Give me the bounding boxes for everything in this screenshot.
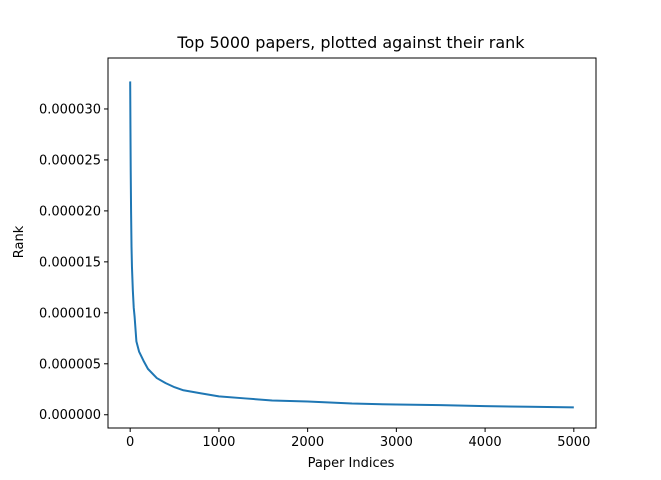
y-axis-label: Rank [12, 225, 27, 258]
x-tick-label: 1000 [202, 435, 235, 450]
y-tick-label: 0.000015 [39, 255, 101, 270]
y-tick-label: 0.000025 [39, 153, 101, 168]
x-tick-label: 5000 [557, 435, 590, 450]
y-tick-label: 0.000000 [39, 408, 101, 423]
x-tick-label: 0 [126, 435, 134, 450]
y-tick-label: 0.000020 [39, 204, 101, 219]
x-tick-label: 4000 [469, 435, 502, 450]
chart-title: Top 5000 papers, plotted against their r… [176, 33, 525, 52]
plot-area: 0 1000 2000 3000 4000 5000 0.000000 0.000005 0.0… [39, 57, 597, 450]
x-tick-label: 3000 [380, 435, 413, 450]
x-tick-label: 2000 [291, 435, 324, 450]
x-axis-label: Paper Indices [308, 456, 395, 471]
y-tick-label: 0.000030 [39, 102, 101, 117]
y-tick-label: 0.000010 [39, 306, 101, 321]
y-tick-label: 0.000005 [39, 357, 101, 372]
plot-frame [107, 57, 597, 429]
series-line-1 [129, 81, 574, 409]
